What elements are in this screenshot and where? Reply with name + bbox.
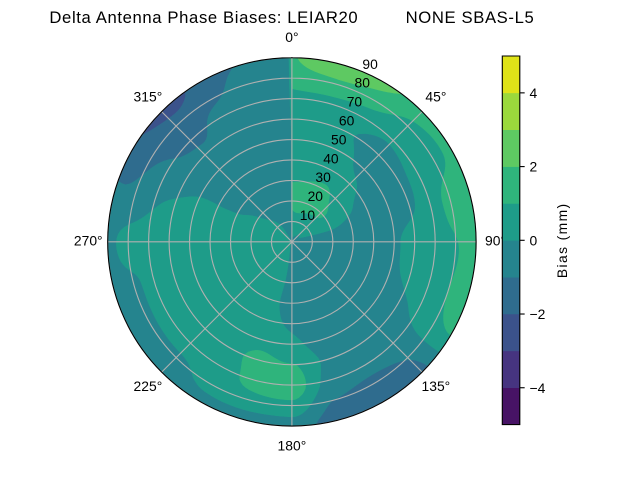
svg-text:20: 20 xyxy=(308,188,324,204)
svg-text:135°: 135° xyxy=(422,378,451,394)
svg-text:45°: 45° xyxy=(425,88,446,104)
svg-text:10: 10 xyxy=(300,207,316,223)
svg-text:90: 90 xyxy=(362,56,378,72)
svg-text:40: 40 xyxy=(323,150,339,166)
svg-text:−2: −2 xyxy=(530,306,546,322)
svg-text:315°: 315° xyxy=(134,88,163,104)
svg-text:60: 60 xyxy=(339,113,355,129)
svg-text:Delta Antenna Phase Biases: LE: Delta Antenna Phase Biases: LEIAR20 NONE… xyxy=(49,8,534,27)
svg-text:270°: 270° xyxy=(74,232,103,248)
svg-text:225°: 225° xyxy=(134,378,163,394)
svg-text:4: 4 xyxy=(530,85,538,101)
svg-text:180°: 180° xyxy=(278,438,307,454)
svg-text:70: 70 xyxy=(347,94,363,110)
svg-text:−4: −4 xyxy=(530,380,546,396)
svg-text:50: 50 xyxy=(331,131,347,147)
svg-text:0: 0 xyxy=(530,232,538,248)
svg-text:2: 2 xyxy=(530,159,538,175)
svg-text:Bias (mm): Bias (mm) xyxy=(554,202,570,278)
svg-text:30: 30 xyxy=(315,169,331,185)
svg-text:0°: 0° xyxy=(285,29,298,45)
svg-text:90°: 90° xyxy=(485,232,506,248)
svg-text:80: 80 xyxy=(355,75,371,91)
